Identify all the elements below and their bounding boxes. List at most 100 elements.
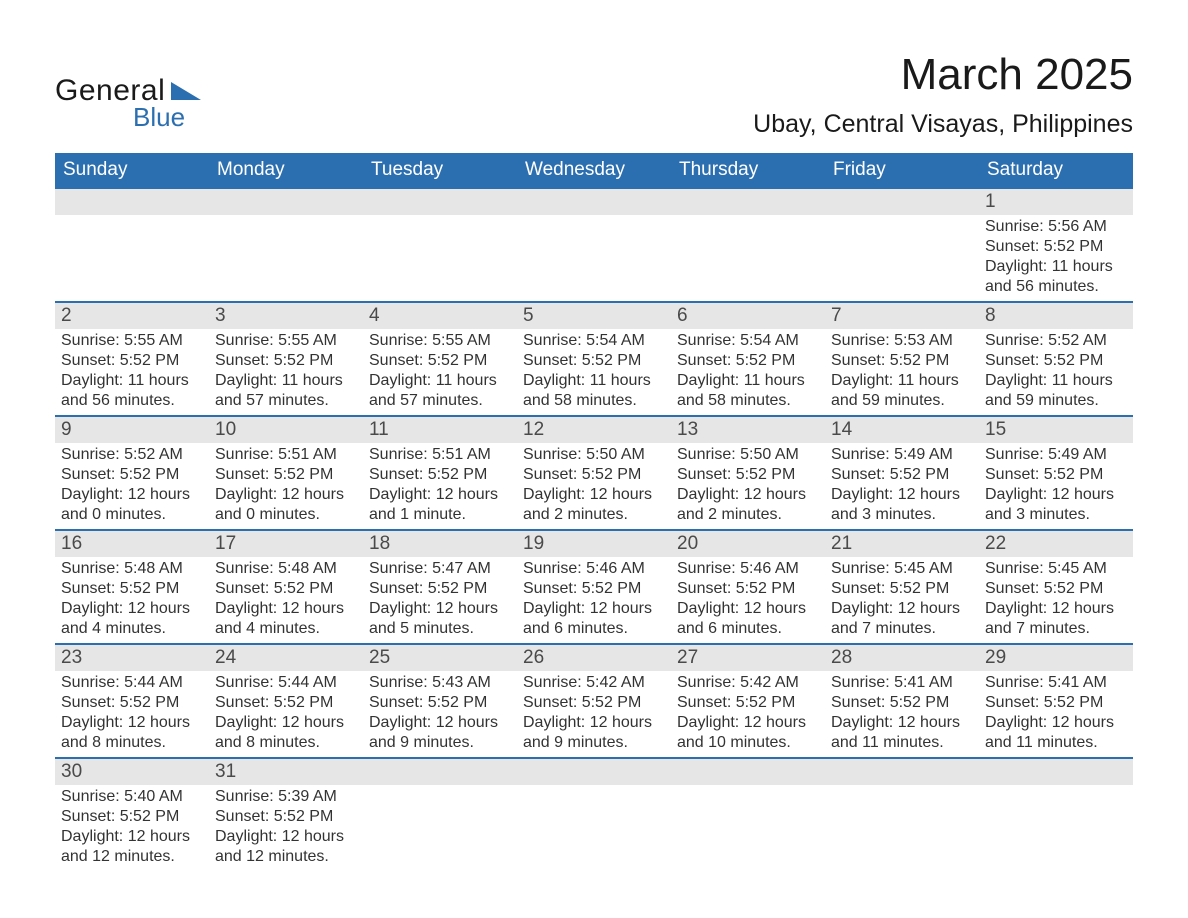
day-details: Sunrise: 5:51 AMSunset: 5:52 PMDaylight:… [209, 443, 363, 529]
day-details: Sunrise: 5:55 AMSunset: 5:52 PMDaylight:… [209, 329, 363, 415]
calendar-cell: 17Sunrise: 5:48 AMSunset: 5:52 PMDayligh… [209, 530, 363, 644]
day-daylight2: and 2 minutes. [523, 505, 667, 525]
day-sunset: Sunset: 5:52 PM [677, 579, 821, 599]
calendar-cell-wrap: 3Sunrise: 5:55 AMSunset: 5:52 PMDaylight… [209, 303, 363, 415]
calendar-week-row: 2Sunrise: 5:55 AMSunset: 5:52 PMDaylight… [55, 302, 1133, 416]
day-number: 27 [671, 645, 825, 671]
day-daylight1: Daylight: 12 hours [215, 485, 359, 505]
day-details: Sunrise: 5:44 AMSunset: 5:52 PMDaylight:… [55, 671, 209, 757]
day-daylight1: Daylight: 11 hours [985, 371, 1129, 391]
day-sunset: Sunset: 5:52 PM [215, 579, 359, 599]
calendar-cell: 1Sunrise: 5:56 AMSunset: 5:52 PMDaylight… [979, 188, 1133, 302]
page-header: General Blue March 2025 Ubay, Central Vi… [55, 50, 1133, 139]
calendar-cell: 16Sunrise: 5:48 AMSunset: 5:52 PMDayligh… [55, 530, 209, 644]
calendar-cell [979, 758, 1133, 871]
day-details: Sunrise: 5:43 AMSunset: 5:52 PMDaylight:… [363, 671, 517, 757]
day-details: Sunrise: 5:49 AMSunset: 5:52 PMDaylight:… [979, 443, 1133, 529]
calendar-cell-wrap: 21Sunrise: 5:45 AMSunset: 5:52 PMDayligh… [825, 531, 979, 643]
day-daylight2: and 6 minutes. [677, 619, 821, 639]
day-daylight1: Daylight: 12 hours [523, 713, 667, 733]
day-sunset: Sunset: 5:52 PM [215, 465, 359, 485]
day-sunrise: Sunrise: 5:55 AM [61, 331, 205, 351]
weekday-header: Saturday [979, 153, 1133, 188]
calendar-cell: 27Sunrise: 5:42 AMSunset: 5:52 PMDayligh… [671, 644, 825, 758]
calendar-cell-wrap: 18Sunrise: 5:47 AMSunset: 5:52 PMDayligh… [363, 531, 517, 643]
calendar-cell-wrap: 4Sunrise: 5:55 AMSunset: 5:52 PMDaylight… [363, 303, 517, 415]
empty-day-details [517, 785, 671, 869]
day-daylight2: and 58 minutes. [677, 391, 821, 411]
day-daylight1: Daylight: 12 hours [831, 485, 975, 505]
calendar-cell-wrap: 28Sunrise: 5:41 AMSunset: 5:52 PMDayligh… [825, 645, 979, 757]
empty-day-details [517, 215, 671, 299]
day-sunrise: Sunrise: 5:56 AM [985, 217, 1129, 237]
day-details: Sunrise: 5:52 AMSunset: 5:52 PMDaylight:… [979, 329, 1133, 415]
calendar-week-row: 9Sunrise: 5:52 AMSunset: 5:52 PMDaylight… [55, 416, 1133, 530]
day-daylight1: Daylight: 12 hours [369, 599, 513, 619]
day-sunset: Sunset: 5:52 PM [985, 465, 1129, 485]
day-number: 9 [55, 417, 209, 443]
calendar-cell [825, 188, 979, 302]
day-sunrise: Sunrise: 5:52 AM [61, 445, 205, 465]
calendar-week-row: 23Sunrise: 5:44 AMSunset: 5:52 PMDayligh… [55, 644, 1133, 758]
weekday-header: Thursday [671, 153, 825, 188]
day-daylight2: and 12 minutes. [61, 847, 205, 867]
day-daylight1: Daylight: 12 hours [985, 713, 1129, 733]
day-number: 1 [979, 189, 1133, 215]
day-sunrise: Sunrise: 5:42 AM [677, 673, 821, 693]
day-daylight2: and 8 minutes. [215, 733, 359, 753]
day-daylight1: Daylight: 12 hours [215, 827, 359, 847]
day-daylight1: Daylight: 12 hours [61, 599, 205, 619]
calendar-cell: 12Sunrise: 5:50 AMSunset: 5:52 PMDayligh… [517, 416, 671, 530]
day-daylight1: Daylight: 12 hours [831, 713, 975, 733]
day-number: 29 [979, 645, 1133, 671]
day-details: Sunrise: 5:55 AMSunset: 5:52 PMDaylight:… [363, 329, 517, 415]
day-number: 11 [363, 417, 517, 443]
calendar-cell-wrap: 7Sunrise: 5:53 AMSunset: 5:52 PMDaylight… [825, 303, 979, 415]
day-daylight2: and 0 minutes. [215, 505, 359, 525]
calendar-cell-wrap: 22Sunrise: 5:45 AMSunset: 5:52 PMDayligh… [979, 531, 1133, 643]
calendar-cell-wrap [671, 189, 825, 299]
day-daylight2: and 3 minutes. [831, 505, 975, 525]
calendar-week-row: 30Sunrise: 5:40 AMSunset: 5:52 PMDayligh… [55, 758, 1133, 871]
day-details: Sunrise: 5:51 AMSunset: 5:52 PMDaylight:… [363, 443, 517, 529]
day-details: Sunrise: 5:52 AMSunset: 5:52 PMDaylight:… [55, 443, 209, 529]
calendar-head: SundayMondayTuesdayWednesdayThursdayFrid… [55, 153, 1133, 188]
day-daylight1: Daylight: 11 hours [523, 371, 667, 391]
day-sunrise: Sunrise: 5:44 AM [61, 673, 205, 693]
day-number: 23 [55, 645, 209, 671]
calendar-cell: 30Sunrise: 5:40 AMSunset: 5:52 PMDayligh… [55, 758, 209, 871]
day-daylight1: Daylight: 12 hours [677, 485, 821, 505]
day-sunset: Sunset: 5:52 PM [985, 237, 1129, 257]
empty-day-number [517, 189, 671, 215]
day-details: Sunrise: 5:55 AMSunset: 5:52 PMDaylight:… [55, 329, 209, 415]
calendar-cell: 14Sunrise: 5:49 AMSunset: 5:52 PMDayligh… [825, 416, 979, 530]
calendar-cell-wrap: 24Sunrise: 5:44 AMSunset: 5:52 PMDayligh… [209, 645, 363, 757]
day-daylight2: and 7 minutes. [831, 619, 975, 639]
day-daylight1: Daylight: 12 hours [61, 713, 205, 733]
empty-day-number [363, 759, 517, 785]
calendar-cell: 8Sunrise: 5:52 AMSunset: 5:52 PMDaylight… [979, 302, 1133, 416]
day-number: 7 [825, 303, 979, 329]
calendar-cell: 20Sunrise: 5:46 AMSunset: 5:52 PMDayligh… [671, 530, 825, 644]
day-sunset: Sunset: 5:52 PM [523, 465, 667, 485]
calendar-cell-wrap [363, 759, 517, 869]
day-sunset: Sunset: 5:52 PM [523, 579, 667, 599]
calendar-cell-wrap: 25Sunrise: 5:43 AMSunset: 5:52 PMDayligh… [363, 645, 517, 757]
empty-day-number [825, 759, 979, 785]
calendar-cell [671, 758, 825, 871]
calendar-cell-wrap: 14Sunrise: 5:49 AMSunset: 5:52 PMDayligh… [825, 417, 979, 529]
day-daylight1: Daylight: 12 hours [215, 599, 359, 619]
day-number: 28 [825, 645, 979, 671]
day-daylight1: Daylight: 12 hours [985, 599, 1129, 619]
calendar-cell [671, 188, 825, 302]
day-daylight1: Daylight: 11 hours [61, 371, 205, 391]
day-details: Sunrise: 5:46 AMSunset: 5:52 PMDaylight:… [517, 557, 671, 643]
calendar-cell-wrap: 19Sunrise: 5:46 AMSunset: 5:52 PMDayligh… [517, 531, 671, 643]
calendar-cell: 15Sunrise: 5:49 AMSunset: 5:52 PMDayligh… [979, 416, 1133, 530]
day-sunrise: Sunrise: 5:53 AM [831, 331, 975, 351]
day-sunset: Sunset: 5:52 PM [369, 579, 513, 599]
empty-day-details [825, 785, 979, 869]
calendar-cell: 11Sunrise: 5:51 AMSunset: 5:52 PMDayligh… [363, 416, 517, 530]
day-daylight1: Daylight: 12 hours [215, 713, 359, 733]
day-sunrise: Sunrise: 5:51 AM [369, 445, 513, 465]
